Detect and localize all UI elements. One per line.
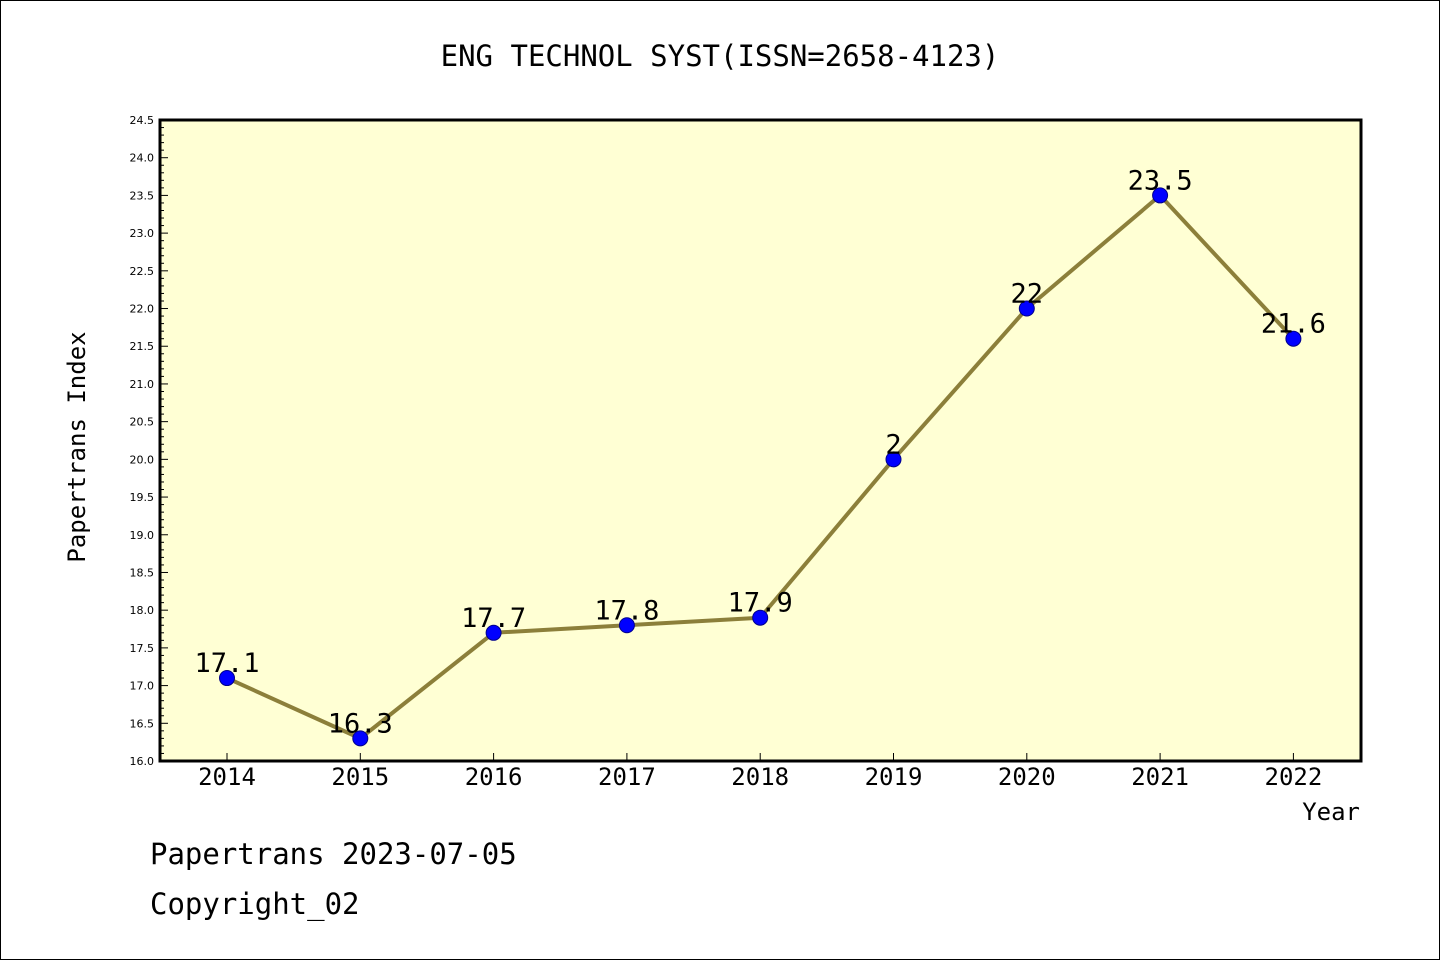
data-label: 17.8	[594, 595, 659, 626]
x-tick-label: 2014	[198, 763, 256, 791]
data-point	[752, 609, 769, 626]
y-tick-label: 19.5	[130, 491, 155, 504]
y-tick-label: 19.0	[130, 529, 155, 542]
y-tick-label: 23.5	[130, 189, 155, 202]
x-axis: 2014 2015 2016 2017 2018 2019 2020 2021 2022	[198, 753, 1322, 791]
y-tick-label: 21.5	[130, 340, 155, 353]
x-tick-label: 2019	[865, 763, 923, 791]
data-label: 17.7	[461, 603, 526, 634]
y-tick-label: 17.5	[130, 642, 155, 655]
x-tick-label: 2022	[1265, 763, 1323, 791]
y-tick-label: 22.0	[130, 303, 155, 316]
y-tick-label: 18.5	[130, 566, 155, 579]
data-label: 16.3	[328, 708, 393, 739]
y-tick-label: 24.0	[130, 152, 155, 165]
x-tick-label: 2015	[331, 763, 389, 791]
data-point	[485, 624, 502, 641]
data-point	[1152, 187, 1169, 204]
x-tick-label: 2018	[731, 763, 789, 791]
y-tick-label: 18.0	[130, 604, 155, 617]
data-label: 21.6	[1261, 309, 1326, 340]
y-tick-label: 22.5	[130, 265, 155, 278]
x-tick-label: 2016	[465, 763, 523, 791]
data-point	[352, 730, 369, 747]
chart-title: ENG TECHNOL SYST(ISSN=2658-4123)	[441, 39, 1000, 73]
y-tick-label: 16.5	[130, 717, 155, 730]
data-label: 17.1	[194, 648, 259, 679]
data-point	[1285, 330, 1302, 347]
y-axis: 16.0 16.5 17.0 17.5 18.0 18.5 19.0 19.5 20.0 20.5…	[130, 114, 168, 768]
y-tick-label: 24.5	[130, 114, 155, 127]
footer-copyright: Copyright_02	[150, 887, 360, 922]
data-label: 23.5	[1128, 165, 1193, 196]
data-label: 2	[885, 429, 901, 460]
y-tick-label: 16.0	[130, 755, 155, 768]
x-tick-label: 2017	[598, 763, 656, 791]
y-tick-label: 23.0	[130, 227, 155, 240]
footer-date: Papertrans 2023-07-05	[150, 837, 517, 871]
y-axis-label: Papertrans Index	[63, 331, 91, 562]
data-label: 22	[1011, 279, 1044, 310]
y-tick-label: 20.5	[130, 416, 155, 429]
data-label: 17.9	[728, 588, 793, 619]
x-tick-label: 2020	[998, 763, 1056, 791]
y-tick-label: 20.0	[130, 453, 155, 466]
x-axis-label: Year	[1302, 798, 1360, 826]
y-tick-label: 21.0	[130, 378, 155, 391]
plot-area	[158, 118, 1363, 763]
data-point	[1018, 300, 1035, 317]
data-point	[885, 451, 902, 468]
data-point	[219, 670, 235, 687]
y-tick-label: 17.0	[130, 680, 155, 693]
x-tick-label: 2021	[1131, 763, 1189, 791]
data-point	[618, 617, 635, 634]
